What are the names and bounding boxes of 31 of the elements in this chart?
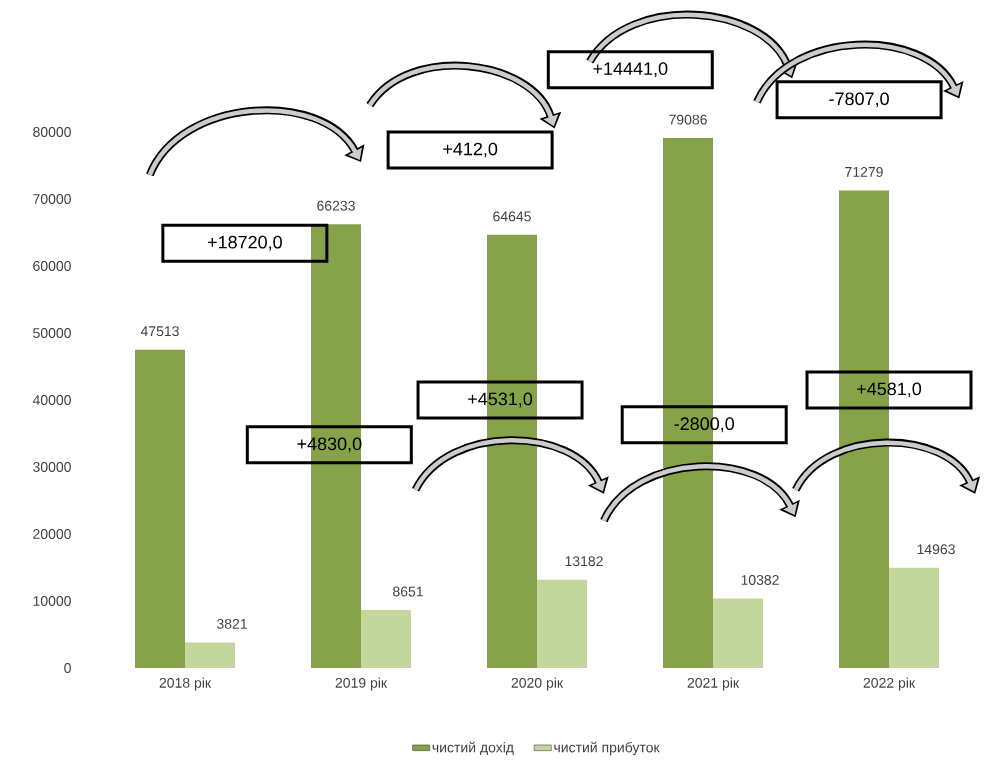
y-tick-label: 80000: [33, 127, 71, 137]
y-tick-label: 50000: [33, 328, 71, 338]
legend-label: чистий прибуток: [554, 741, 660, 756]
x-tick-label: 2022 рік: [863, 677, 916, 691]
text: -7807,0: [829, 92, 889, 108]
y-tick-label: 70000: [33, 194, 71, 204]
data-label: 71279: [845, 166, 883, 177]
text: +14441,0: [593, 62, 668, 78]
data-label: 66233: [317, 200, 355, 211]
annotation: +18720,0: [207, 235, 282, 251]
x-tick-label: 2020 рік: [511, 677, 564, 691]
y-tick-label: 30000: [33, 462, 71, 472]
annotation: +4581,0: [857, 382, 922, 398]
y-tick-label: 40000: [32, 395, 71, 405]
data-label: 8651: [393, 586, 423, 597]
y-tick-label: 20000: [33, 529, 71, 539]
data-label: 47513: [140, 326, 179, 337]
data-label: 14963: [917, 544, 955, 555]
x-tick-label: 2021 рік: [687, 677, 740, 691]
y-tick-label: 10000: [33, 596, 71, 606]
data-label: 10382: [741, 574, 779, 585]
x-tick-label: 2019 рік: [335, 677, 388, 691]
y-tick-label: 0: [64, 663, 71, 673]
data-label: 64645: [493, 211, 531, 222]
x-tick-label: 2018 рік: [159, 677, 212, 691]
data-label: 13182: [565, 556, 603, 567]
annotation: +412,0: [443, 142, 498, 158]
y-tick-label: 60000: [33, 261, 71, 271]
data-label: 79086: [669, 114, 707, 125]
legend-label: чистий дохід: [432, 741, 514, 756]
data-label: 3821: [216, 618, 247, 629]
